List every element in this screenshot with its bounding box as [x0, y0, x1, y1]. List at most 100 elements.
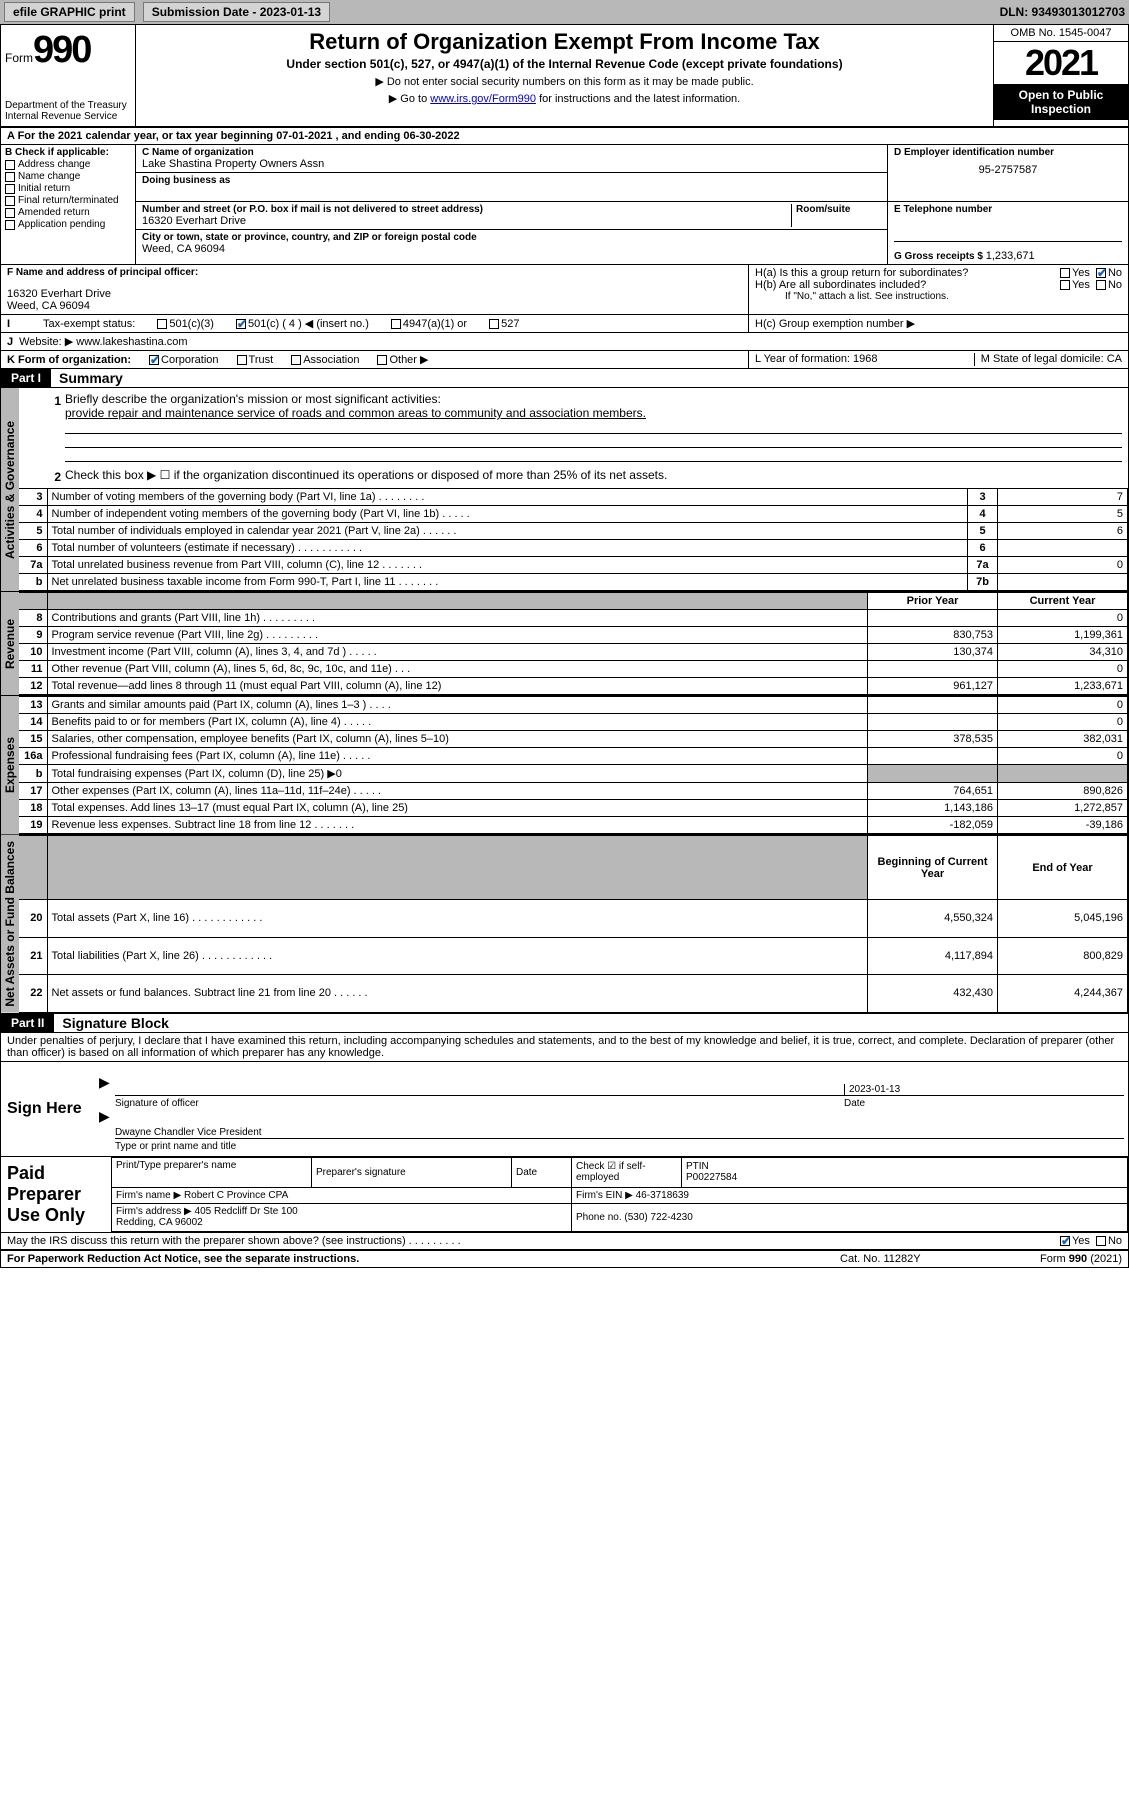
- checkbox-other[interactable]: [377, 355, 387, 365]
- officer-addr2: Weed, CA 96094: [7, 300, 742, 312]
- checkbox-hb-no[interactable]: [1096, 280, 1106, 290]
- firm-phone: (530) 722-4230: [624, 1212, 692, 1223]
- city-label: City or town, state or province, country…: [142, 232, 881, 243]
- checkbox-ha-yes[interactable]: [1060, 268, 1070, 278]
- b-label: B Check if applicable:: [5, 147, 131, 158]
- checkbox-amended-return[interactable]: [5, 208, 15, 218]
- g-receipts-label: G Gross receipts $: [894, 251, 986, 262]
- hb-note: If "No," attach a list. See instructions…: [755, 291, 1122, 302]
- vert-expenses: Expenses: [1, 696, 19, 834]
- checkbox-trust[interactable]: [237, 355, 247, 365]
- e-phone-label: E Telephone number: [894, 204, 1122, 242]
- catalog-number: Cat. No. 11282Y: [840, 1253, 1040, 1265]
- firm-name: Robert C Province CPA: [184, 1190, 288, 1201]
- checkbox-corporation[interactable]: [149, 355, 159, 365]
- dba-label: Doing business as: [142, 175, 881, 186]
- summary-lines-3-7: 3Number of voting members of the governi…: [19, 488, 1128, 591]
- mission-line: [65, 448, 1122, 462]
- l1-mission-text: provide repair and maintenance service o…: [65, 406, 1122, 420]
- checkbox-4947a1[interactable]: [391, 319, 401, 329]
- room-label: Room/suite: [791, 204, 881, 227]
- pra-notice: For Paperwork Reduction Act Notice, see …: [7, 1253, 840, 1265]
- checkbox-hb-yes[interactable]: [1060, 280, 1070, 290]
- street-address: 16320 Everhart Drive: [142, 215, 791, 227]
- part1-header: Part I: [1, 369, 51, 387]
- dln-label: DLN: 93493013012703: [1000, 5, 1125, 19]
- f-officer-label: F Name and address of principal officer:: [7, 267, 742, 278]
- m-state-domicile: M State of legal domicile: CA: [974, 353, 1122, 366]
- irs-link[interactable]: www.irs.gov/Form990: [430, 93, 536, 105]
- may-irs-discuss: May the IRS discuss this return with the…: [7, 1235, 1054, 1247]
- header-row: Form990 Department of the Treasury Inter…: [1, 25, 1128, 128]
- checkbox-discuss-yes[interactable]: [1060, 1236, 1070, 1246]
- i-label: Tax-exempt status:: [43, 318, 135, 330]
- sig-officer-label: Signature of officer: [115, 1098, 844, 1109]
- firm-ein: 46-3718639: [636, 1190, 689, 1201]
- revenue-table: Prior YearCurrent Year 8Contributions an…: [19, 592, 1128, 695]
- l-year-formation: L Year of formation: 1968: [755, 353, 974, 366]
- expenses-table: 13Grants and similar amounts paid (Part …: [19, 696, 1128, 834]
- net-assets-table: Beginning of Current YearEnd of Year 20T…: [19, 835, 1128, 1013]
- gross-receipts: 1,233,671: [986, 250, 1035, 262]
- submission-date-label: Submission Date - 2023-01-13: [143, 2, 330, 22]
- officer-name: Dwayne Chandler Vice President: [115, 1127, 262, 1138]
- l2-text: Check this box ▶ ☐ if the organization d…: [65, 468, 667, 486]
- note-ssn: ▶ Do not enter social security numbers o…: [144, 75, 985, 88]
- checkbox-association[interactable]: [291, 355, 301, 365]
- form-title: Return of Organization Exempt From Incom…: [144, 29, 985, 55]
- note-instructions: ▶ Go to www.irs.gov/Form990 for instruct…: [144, 92, 985, 105]
- vert-activities-governance: Activities & Governance: [1, 388, 19, 591]
- checkbox-527[interactable]: [489, 319, 499, 329]
- checkbox-application-pending[interactable]: [5, 220, 15, 230]
- omb-number: OMB No. 1545-0047: [994, 25, 1128, 42]
- part2-header: Part II: [1, 1014, 54, 1032]
- section-b-to-g: B Check if applicable: Address change Na…: [1, 145, 1128, 265]
- paid-preparer-label: Paid Preparer Use Only: [1, 1157, 111, 1232]
- checkbox-address-change[interactable]: [5, 160, 15, 170]
- mission-line: [65, 420, 1122, 434]
- k-label: K Form of organization:: [7, 354, 131, 366]
- officer-addr1: 16320 Everhart Drive: [7, 288, 742, 300]
- checkbox-final-return[interactable]: [5, 196, 15, 206]
- d-ein-label: D Employer identification number: [894, 147, 1122, 158]
- c-name-label: C Name of organization: [142, 147, 881, 158]
- sign-here-label: Sign Here: [1, 1062, 91, 1156]
- open-inspection: Open to Public Inspection: [994, 84, 1128, 120]
- website-value: www.lakeshastina.com: [76, 336, 187, 348]
- checkbox-501c3[interactable]: [157, 319, 167, 329]
- city-state-zip: Weed, CA 96094: [142, 243, 881, 255]
- efile-print-button[interactable]: efile GRAPHIC print: [4, 2, 135, 22]
- ha-label: H(a) Is this a group return for subordin…: [755, 267, 1054, 279]
- checkbox-ha-no[interactable]: [1096, 268, 1106, 278]
- form-number: 990: [33, 29, 90, 72]
- form-subtitle: Under section 501(c), 527, or 4947(a)(1)…: [144, 57, 985, 71]
- type-name-label: Type or print name and title: [115, 1141, 1124, 1152]
- hc-label: H(c) Group exemption number ▶: [755, 318, 915, 330]
- org-name: Lake Shastina Property Owners Assn: [142, 158, 881, 170]
- perjury-declaration: Under penalties of perjury, I declare th…: [1, 1033, 1128, 1062]
- addr-label: Number and street (or P.O. box if mail i…: [142, 204, 791, 215]
- sig-date: 2023-01-13: [844, 1084, 1124, 1095]
- mission-line: [65, 434, 1122, 448]
- preparer-table: Print/Type preparer's name Preparer's si…: [111, 1157, 1128, 1232]
- form-page-label: Form 990 (2021): [1040, 1253, 1122, 1265]
- part1-title: Summary: [51, 370, 123, 386]
- vert-revenue: Revenue: [1, 592, 19, 695]
- arrow-icon: ▶: [99, 1108, 110, 1125]
- top-bar: efile GRAPHIC print Submission Date - 20…: [0, 0, 1129, 24]
- checkbox-initial-return[interactable]: [5, 184, 15, 194]
- checkbox-501c4[interactable]: [236, 319, 246, 329]
- l1-label: Briefly describe the organization's miss…: [65, 392, 1122, 406]
- checkbox-name-change[interactable]: [5, 172, 15, 182]
- department-label: Department of the Treasury Internal Reve…: [5, 100, 131, 122]
- arrow-icon: ▶: [99, 1074, 110, 1091]
- form-word: Form: [5, 51, 33, 65]
- row-a-tax-year: A For the 2021 calendar year, or tax yea…: [1, 128, 1128, 145]
- j-label: Website: ▶: [19, 336, 73, 348]
- form-container: Form990 Department of the Treasury Inter…: [0, 24, 1129, 1268]
- ein-value: 95-2757587: [894, 164, 1122, 176]
- date-label: Date: [844, 1098, 1124, 1109]
- part2-title: Signature Block: [54, 1015, 169, 1031]
- checkbox-discuss-no[interactable]: [1096, 1236, 1106, 1246]
- vert-net-assets: Net Assets or Fund Balances: [1, 835, 19, 1013]
